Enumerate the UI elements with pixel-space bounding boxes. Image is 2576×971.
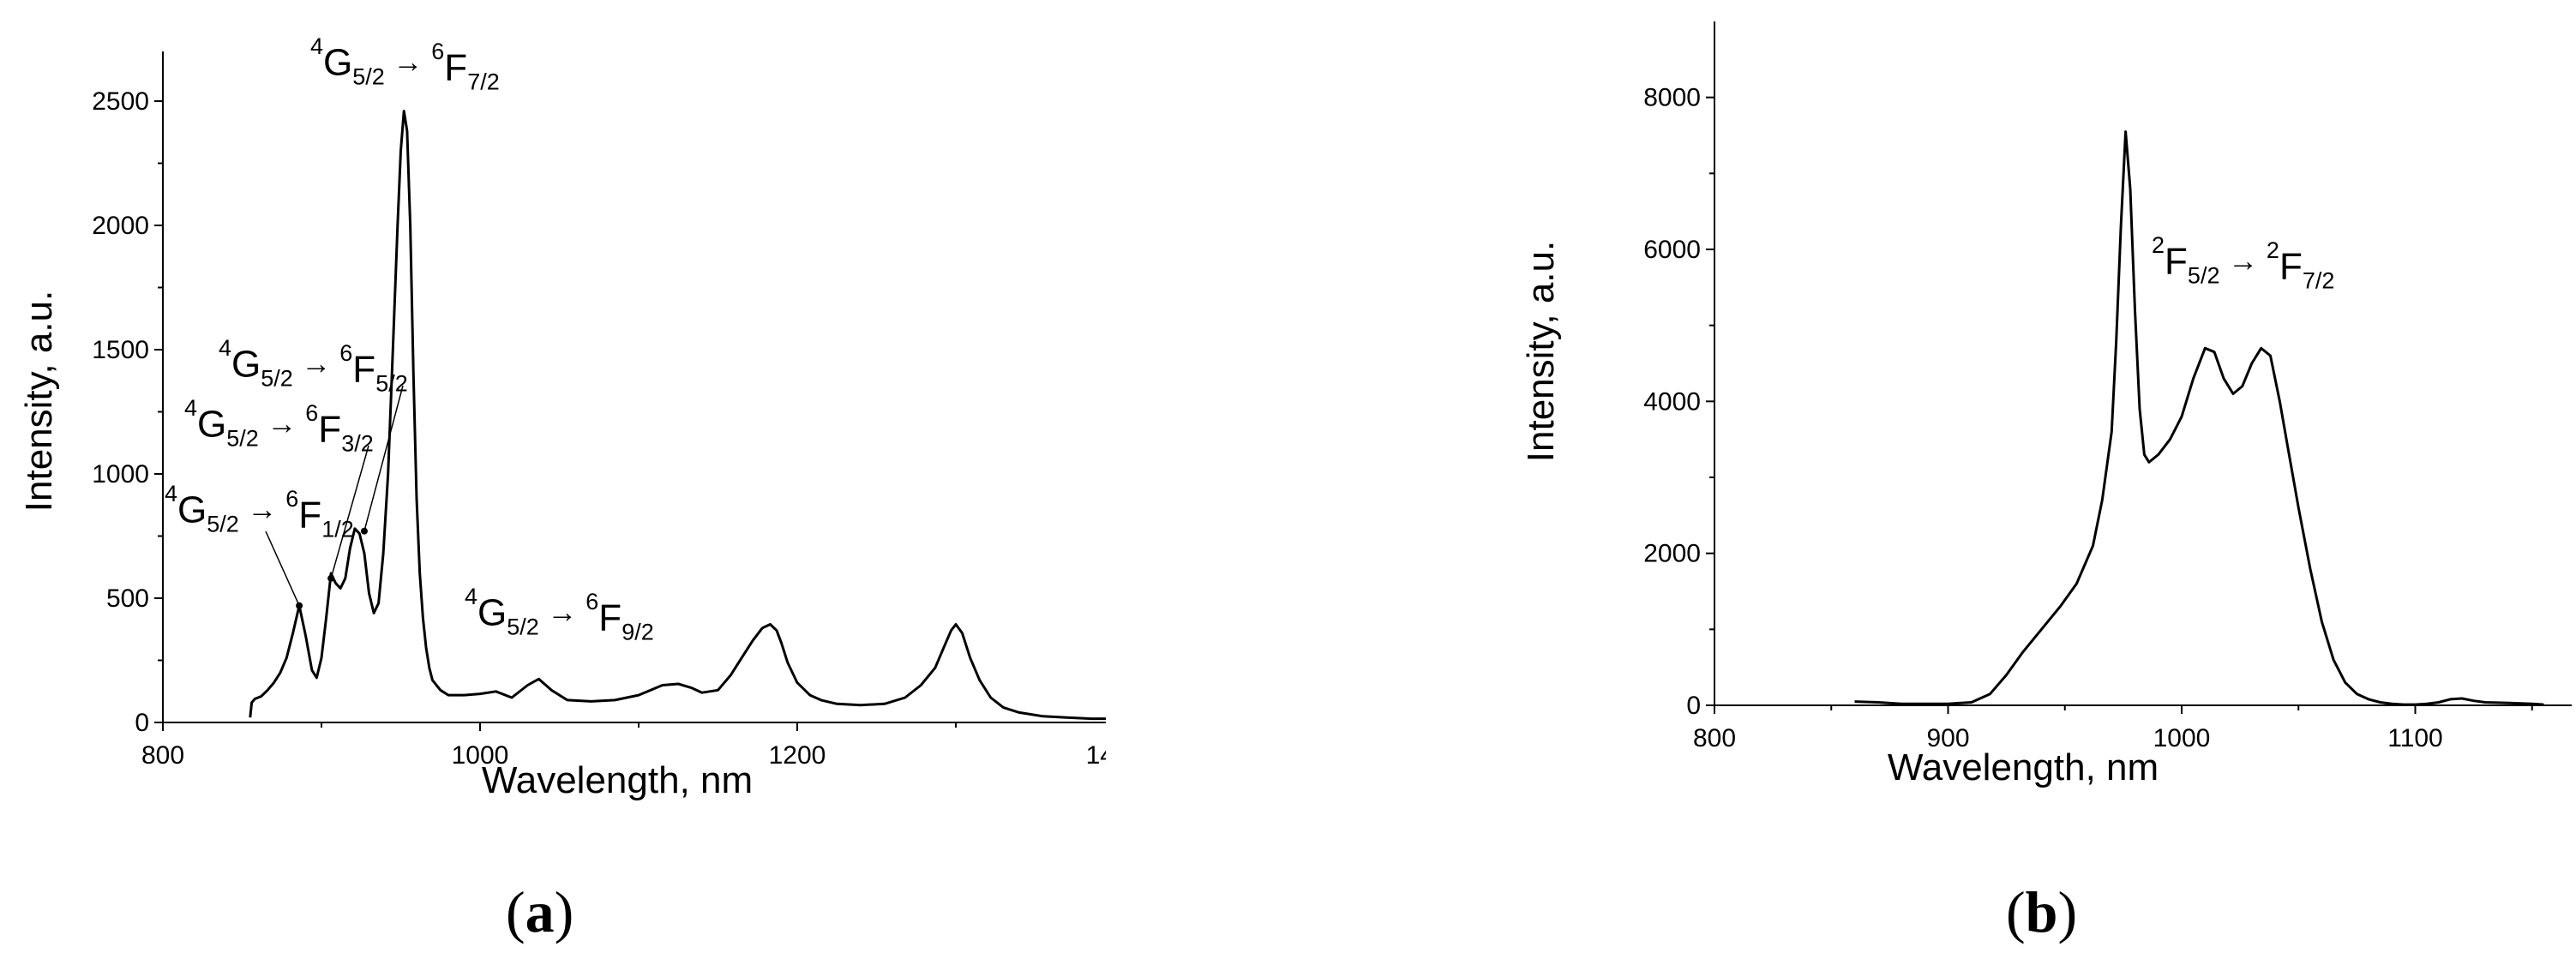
x-tick-label-b: 1100 — [2387, 724, 2443, 752]
transition-label: 4G5/2 → 6F1/2 — [165, 481, 354, 542]
transition-label: 4G5/2 → 6F7/2 — [310, 33, 500, 95]
x-axis-label-b: Wavelength, nm — [1888, 746, 2159, 788]
spectrum-series-a — [249, 110, 1106, 721]
y-tick-label-b: 6000 — [1643, 236, 1701, 264]
y-tick-label-a: 2500 — [92, 87, 149, 116]
y-tick-label-a: 1500 — [92, 336, 149, 364]
x-tick-label-b: 1000 — [2153, 724, 2211, 752]
y-tick-label-a: 500 — [106, 584, 149, 613]
chart-b: 80090010001100120002000400060008000 2F5/… — [1520, 21, 2572, 788]
transition-label: 4G5/2 → 6F5/2 — [219, 335, 408, 397]
ticks-b: 80090010001100120002000400060008000 — [1643, 84, 2533, 752]
y-tick-label-b: 0 — [1686, 692, 1701, 720]
pointer-line — [363, 385, 404, 531]
y-tick-label-a: 0 — [135, 709, 149, 737]
y-tick-label-b: 2000 — [1643, 540, 1701, 568]
chart-a: 800 1000 1200 1400 0 500 1000 1500 2000 2500 4G5/… — [18, 33, 1106, 801]
pointer-line — [330, 445, 369, 579]
pointer-head — [327, 574, 335, 582]
spectrum-line-b — [1854, 130, 2544, 706]
x-tick-label-b: 900 — [1926, 724, 1969, 752]
x-axis-label-a: Wavelength, nm — [482, 759, 753, 801]
x-tick-label-a: 800 — [141, 741, 184, 770]
pointer-head — [360, 527, 368, 535]
x-tick-label-a: 1000 — [452, 741, 509, 770]
y-tick-label-a: 2000 — [92, 212, 149, 240]
y-tick-label-b: 8000 — [1643, 84, 1701, 112]
x-tick-label-a: 1200 — [769, 741, 826, 770]
spectrum-line-a — [249, 110, 1106, 721]
transition-label: 4G5/2 → 6F3/2 — [184, 395, 374, 457]
y-axis-label-b: Intensity, a.u. — [1520, 241, 1562, 462]
axes-b — [1714, 21, 2572, 706]
x-tick-label-a: 1400 — [1086, 741, 1106, 770]
spectrum-series-b — [1854, 130, 2544, 706]
pointer-head — [296, 602, 303, 609]
ticks-a: 800 1000 1200 1400 0 500 1000 1500 2000 2500 — [92, 87, 1106, 770]
y-tick-label-a: 1000 — [92, 460, 149, 488]
y-tick-label-b: 4000 — [1643, 387, 1701, 416]
annotations-b: 2F5/2 → 2F7/2 — [2152, 232, 2334, 294]
transition-label: 2F5/2 → 2F7/2 — [2152, 232, 2334, 294]
y-axis-label-a: Intensity, a.u. — [18, 291, 60, 512]
transition-label: 4G5/2 → 6F9/2 — [465, 584, 654, 645]
x-tick-label-b: 800 — [1693, 724, 1736, 752]
panel-label-b: (b) — [2006, 879, 2078, 944]
pointer-line — [265, 530, 300, 607]
panel-label-a: (a) — [506, 879, 574, 944]
